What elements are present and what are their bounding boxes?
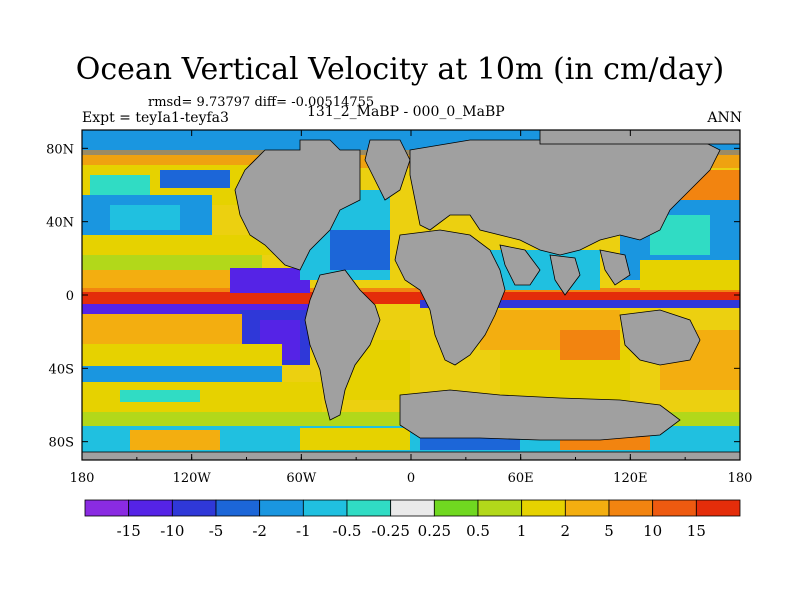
colorbar-swatch: [652, 499, 697, 517]
lat-tick-label: 40S: [49, 362, 74, 377]
colorbar-label: 5: [604, 522, 614, 540]
lon-tick-label: 60W: [286, 471, 317, 486]
colorbar-swatch: [84, 499, 130, 517]
colorbar-label: 10: [643, 522, 662, 540]
map-title: Ocean Vertical Velocity at 10m (in cm/da…: [75, 52, 725, 87]
colorbar: -15 -10 -5 -2 -1 -0.5 -0.25 0.25 0.5 1 2 5 10 15: [84, 499, 741, 540]
colorbar-label: 0.25: [418, 522, 451, 540]
lat-tick-label: 80N: [46, 142, 74, 157]
colorbar-label: 2: [561, 522, 571, 540]
experiment-label: Expt = teyIa1-teyfa3: [82, 110, 229, 126]
colorbar-swatch: [171, 499, 217, 517]
colorbar-swatch: [128, 499, 173, 517]
colorbar-label: -15: [117, 522, 141, 540]
lat-tick-label: 40N: [46, 216, 74, 231]
lat-tick-label: 80S: [49, 436, 74, 451]
lon-tick-label: 120E: [613, 471, 647, 486]
colorbar-swatch: [346, 499, 392, 517]
colorbar-swatch: [302, 499, 348, 517]
lon-tick-label: 60E: [508, 471, 534, 486]
colorbar-label: 15: [687, 522, 706, 540]
lon-tick-label: 180: [70, 471, 95, 486]
colorbar-swatch: [521, 499, 566, 517]
latitude-axis: 80N 40N 0 40S 80S: [46, 142, 740, 451]
colorbar-swatch: [433, 499, 479, 517]
colorbar-swatch: [608, 499, 654, 517]
colorbar-label: 0.5: [466, 522, 490, 540]
ocean-field: [82, 130, 740, 460]
colorbar-swatch: [477, 499, 523, 517]
colorbar-label: -0.5: [333, 522, 362, 540]
colorbar-swatch: [390, 499, 435, 517]
colorbar-swatch: [695, 499, 741, 517]
lon-tick-label: 120W: [173, 471, 212, 486]
lat-tick-label: 0: [66, 289, 74, 304]
colorbar-label: -1: [296, 522, 311, 540]
stats-label: rmsd= 9.73797 diff= -0.00514755: [148, 95, 375, 110]
lon-tick-label: 0: [407, 471, 415, 486]
season-label: ANN: [707, 110, 742, 126]
longitude-axis: 180 120W 60W 0 60E 120E 180: [70, 130, 753, 486]
colorbar-label: -2: [252, 522, 267, 540]
difference-label: 131_2_MaBP - 000_0_MaBP: [307, 104, 505, 120]
lon-tick-label: 180: [728, 471, 753, 486]
colorbar-swatch: [564, 499, 610, 517]
colorbar-swatch: [215, 499, 261, 517]
colorbar-swatch: [259, 499, 304, 517]
colorbar-label: 1: [517, 522, 527, 540]
colorbar-label: -10: [160, 522, 184, 540]
colorbar-label: -0.25: [371, 522, 409, 540]
colorbar-label: -5: [209, 522, 224, 540]
